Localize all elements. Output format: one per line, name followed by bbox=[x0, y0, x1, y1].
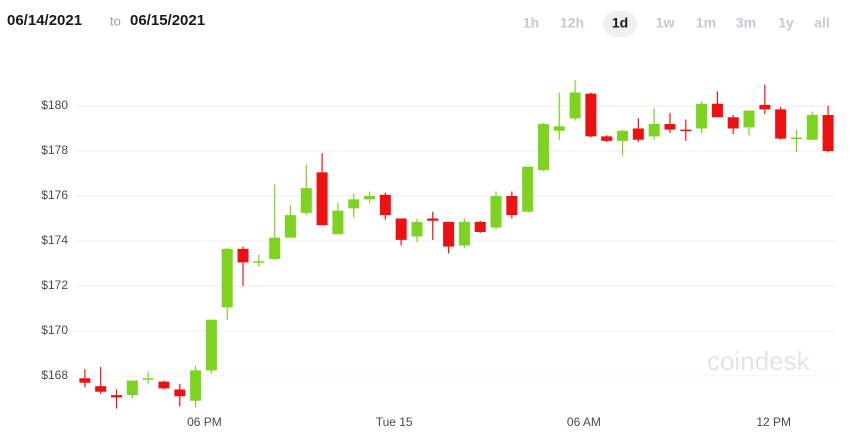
candle-body bbox=[221, 248, 233, 308]
candle-body bbox=[332, 210, 344, 235]
candle-body bbox=[95, 386, 107, 392]
candle-body bbox=[237, 248, 249, 263]
candle-body bbox=[696, 103, 708, 129]
candle-body bbox=[190, 370, 202, 401]
candle-body bbox=[790, 137, 802, 139]
candle-body bbox=[490, 196, 502, 228]
y-tick-label: $180 bbox=[41, 98, 68, 112]
candle-body bbox=[522, 166, 534, 212]
candle-body bbox=[443, 221, 455, 247]
candle-body bbox=[474, 221, 486, 232]
candle-body bbox=[142, 378, 154, 380]
candle-body bbox=[379, 194, 391, 216]
range-button[interactable]: 1w bbox=[656, 15, 675, 31]
range-button[interactable]: 1h bbox=[523, 15, 539, 31]
range-button[interactable]: 12h bbox=[560, 15, 584, 31]
candle-body bbox=[648, 124, 660, 137]
y-tick-label: $176 bbox=[41, 188, 68, 202]
candle-body bbox=[553, 126, 565, 131]
candle-body bbox=[632, 128, 644, 140]
end-date: 06/15/2021 bbox=[130, 12, 205, 29]
range-button[interactable]: 1m bbox=[696, 15, 716, 31]
candle-body bbox=[458, 221, 470, 246]
range-selector: 1h 12h 1d 1w 1m 3m 1y all bbox=[523, 11, 830, 37]
candle-body bbox=[664, 124, 676, 130]
candle-body bbox=[395, 218, 407, 240]
x-tick-label: 06 AM bbox=[567, 415, 601, 429]
candle-body bbox=[601, 136, 613, 141]
candle-body bbox=[537, 124, 549, 171]
start-date: 06/14/2021 bbox=[7, 12, 82, 29]
candle-body bbox=[269, 237, 281, 259]
x-tick-label: Tue 15 bbox=[376, 415, 413, 429]
range-button[interactable]: 1y bbox=[778, 15, 794, 31]
range-button[interactable]: 1d bbox=[612, 15, 628, 31]
candle-body bbox=[506, 196, 518, 216]
candle-body bbox=[316, 172, 328, 226]
candle-body bbox=[711, 103, 723, 118]
candle-body bbox=[759, 104, 771, 110]
candle-body bbox=[126, 380, 138, 396]
y-tick-label: $168 bbox=[41, 368, 68, 382]
candle-body bbox=[111, 395, 123, 398]
watermark: coindesk bbox=[707, 346, 811, 376]
x-tick-label: 06 PM bbox=[187, 415, 222, 429]
candle-body bbox=[253, 261, 265, 263]
y-tick-label: $172 bbox=[41, 278, 68, 292]
candle-body bbox=[743, 110, 755, 128]
candle-body bbox=[174, 389, 186, 397]
candle-body bbox=[79, 378, 91, 383]
y-tick-label: $174 bbox=[41, 233, 68, 247]
candle-body bbox=[411, 221, 423, 237]
range-button[interactable]: 3m bbox=[736, 15, 756, 31]
candle-body bbox=[569, 92, 581, 119]
candle-body bbox=[822, 115, 834, 151]
candle-body bbox=[617, 130, 629, 141]
candle-body bbox=[806, 115, 818, 140]
candle-body bbox=[727, 117, 739, 129]
to-label: to bbox=[110, 13, 121, 28]
x-tick-label: 12 PM bbox=[756, 415, 791, 429]
candle-body bbox=[775, 109, 787, 139]
candle-body bbox=[680, 129, 692, 132]
candle-body bbox=[158, 381, 170, 389]
candle-body bbox=[427, 218, 439, 221]
candle-body bbox=[585, 93, 597, 137]
range-selected-bg bbox=[603, 11, 637, 37]
y-tick-label: $178 bbox=[41, 143, 68, 157]
y-tick-label: $170 bbox=[41, 323, 68, 337]
range-button[interactable]: all bbox=[814, 15, 830, 31]
candle-body bbox=[348, 199, 360, 209]
candle-body bbox=[205, 319, 217, 371]
candle-body bbox=[300, 188, 312, 213]
candle-body bbox=[284, 215, 296, 238]
candle-body bbox=[364, 196, 376, 200]
